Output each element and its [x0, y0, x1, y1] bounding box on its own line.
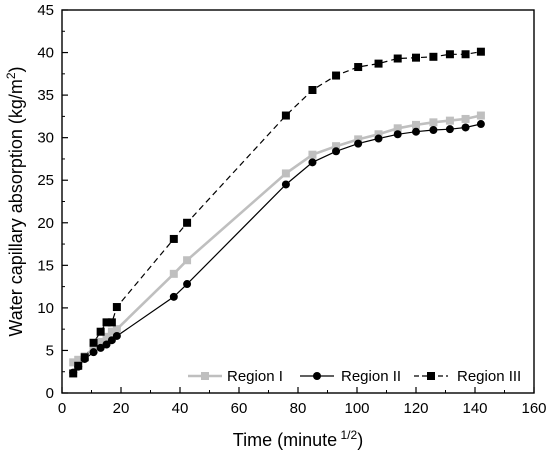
data-point-series-3	[281, 111, 290, 120]
y-tick-label: 15	[37, 257, 54, 274]
x-tick-label: 160	[521, 400, 546, 417]
data-point-series-3	[112, 303, 121, 312]
y-tick-label: 45	[37, 2, 54, 19]
y-tick-label: 5	[46, 342, 54, 359]
x-tick-label: 40	[172, 400, 189, 417]
legend-marker-1	[201, 372, 209, 380]
data-point-series-2	[102, 340, 111, 349]
series-lines	[72, 51, 482, 374]
y-tick-label: 10	[37, 300, 54, 317]
series-markers	[69, 47, 485, 378]
data-point-series-2	[412, 127, 420, 136]
data-point-series-1	[412, 120, 420, 129]
data-point-series-2	[281, 180, 290, 189]
data-point-series-3	[445, 50, 454, 59]
data-point-series-2	[96, 343, 105, 352]
data-point-series-1	[183, 256, 192, 265]
data-point-series-1	[74, 355, 83, 364]
data-point-series-1	[374, 130, 383, 139]
data-point-series-3	[374, 59, 383, 68]
data-point-series-2	[308, 158, 317, 167]
data-point-series-2	[112, 331, 121, 340]
data-point-series-2	[445, 125, 454, 134]
data-point-series-1	[393, 124, 402, 133]
data-point-series-3	[183, 218, 192, 227]
data-point-series-3	[96, 327, 105, 336]
data-point-series-3	[412, 53, 420, 62]
data-point-series-1	[169, 269, 178, 278]
data-point-series-1	[69, 358, 78, 367]
x-axis-label: Time (minute 1/2)	[233, 428, 363, 450]
x-tick-label: 120	[403, 400, 428, 417]
data-point-series-2	[354, 139, 363, 148]
data-point-series-1	[461, 114, 470, 123]
data-point-series-2	[476, 120, 485, 129]
data-point-series-1	[96, 337, 105, 346]
data-point-series-1	[281, 169, 290, 178]
data-point-series-1	[476, 111, 485, 120]
x-tick-label: 140	[462, 400, 487, 417]
x-tick-label: 80	[290, 400, 307, 417]
plot-frame	[61, 9, 535, 394]
legend: Region I Region II Region III	[188, 368, 521, 385]
data-point-series-3	[393, 54, 402, 63]
data-point-series-2	[183, 280, 192, 289]
x-tick-label: 20	[113, 400, 130, 417]
data-point-series-3	[69, 369, 78, 378]
y-tick-label: 35	[37, 87, 54, 104]
data-point-series-1	[308, 150, 317, 159]
y-tick-label: 0	[46, 385, 54, 402]
y-tick-label: 20	[37, 215, 54, 232]
series-line-2	[72, 123, 482, 373]
data-point-series-3	[80, 353, 89, 362]
data-point-series-1	[107, 327, 116, 336]
legend-marker-2	[313, 372, 321, 380]
data-point-series-1	[102, 332, 111, 341]
data-point-series-1	[429, 118, 438, 127]
y-tick-label: 25	[37, 172, 54, 189]
data-point-series-3	[74, 361, 83, 370]
data-point-series-3	[354, 63, 363, 72]
data-point-series-1	[89, 343, 98, 352]
x-tick-label: 60	[231, 400, 248, 417]
data-point-series-3	[308, 86, 317, 95]
data-point-series-2	[461, 123, 470, 132]
data-point-series-2	[89, 348, 98, 357]
data-point-series-3	[89, 338, 98, 347]
data-point-series-2	[169, 292, 178, 301]
y-tick-label: 30	[37, 130, 54, 147]
axis-ticks: 0 20 40 60 80 100 120 140 160 0 5 10 15 20 25 30 35 40 45	[37, 2, 546, 417]
series-line-1	[72, 114, 482, 364]
y-axis-label: Water capillary absorption (kg/m2)	[4, 66, 26, 336]
x-tick-label: 0	[58, 400, 66, 417]
data-point-series-3	[429, 52, 438, 61]
legend-marker-3	[427, 372, 435, 380]
series-line-3	[72, 51, 482, 374]
y-tick-label: 40	[37, 45, 54, 62]
data-point-series-3	[102, 318, 111, 327]
data-point-series-1	[354, 135, 363, 144]
x-tick-label: 100	[344, 400, 369, 417]
data-point-series-3	[461, 50, 470, 59]
data-point-series-3	[476, 47, 485, 56]
legend-label-2: Region II	[341, 368, 401, 385]
data-point-series-2	[332, 147, 341, 156]
data-point-series-1	[332, 142, 341, 151]
legend-label-3: Region III	[457, 368, 521, 385]
data-point-series-2	[393, 130, 402, 139]
data-point-series-1	[112, 325, 121, 334]
data-point-series-2	[374, 134, 383, 143]
legend-label-1: Region I	[227, 368, 283, 385]
data-point-series-3	[169, 234, 178, 243]
data-point-series-3	[107, 318, 116, 327]
data-point-series-3	[332, 71, 341, 80]
data-point-series-2	[429, 126, 438, 135]
data-point-series-1	[445, 116, 454, 125]
